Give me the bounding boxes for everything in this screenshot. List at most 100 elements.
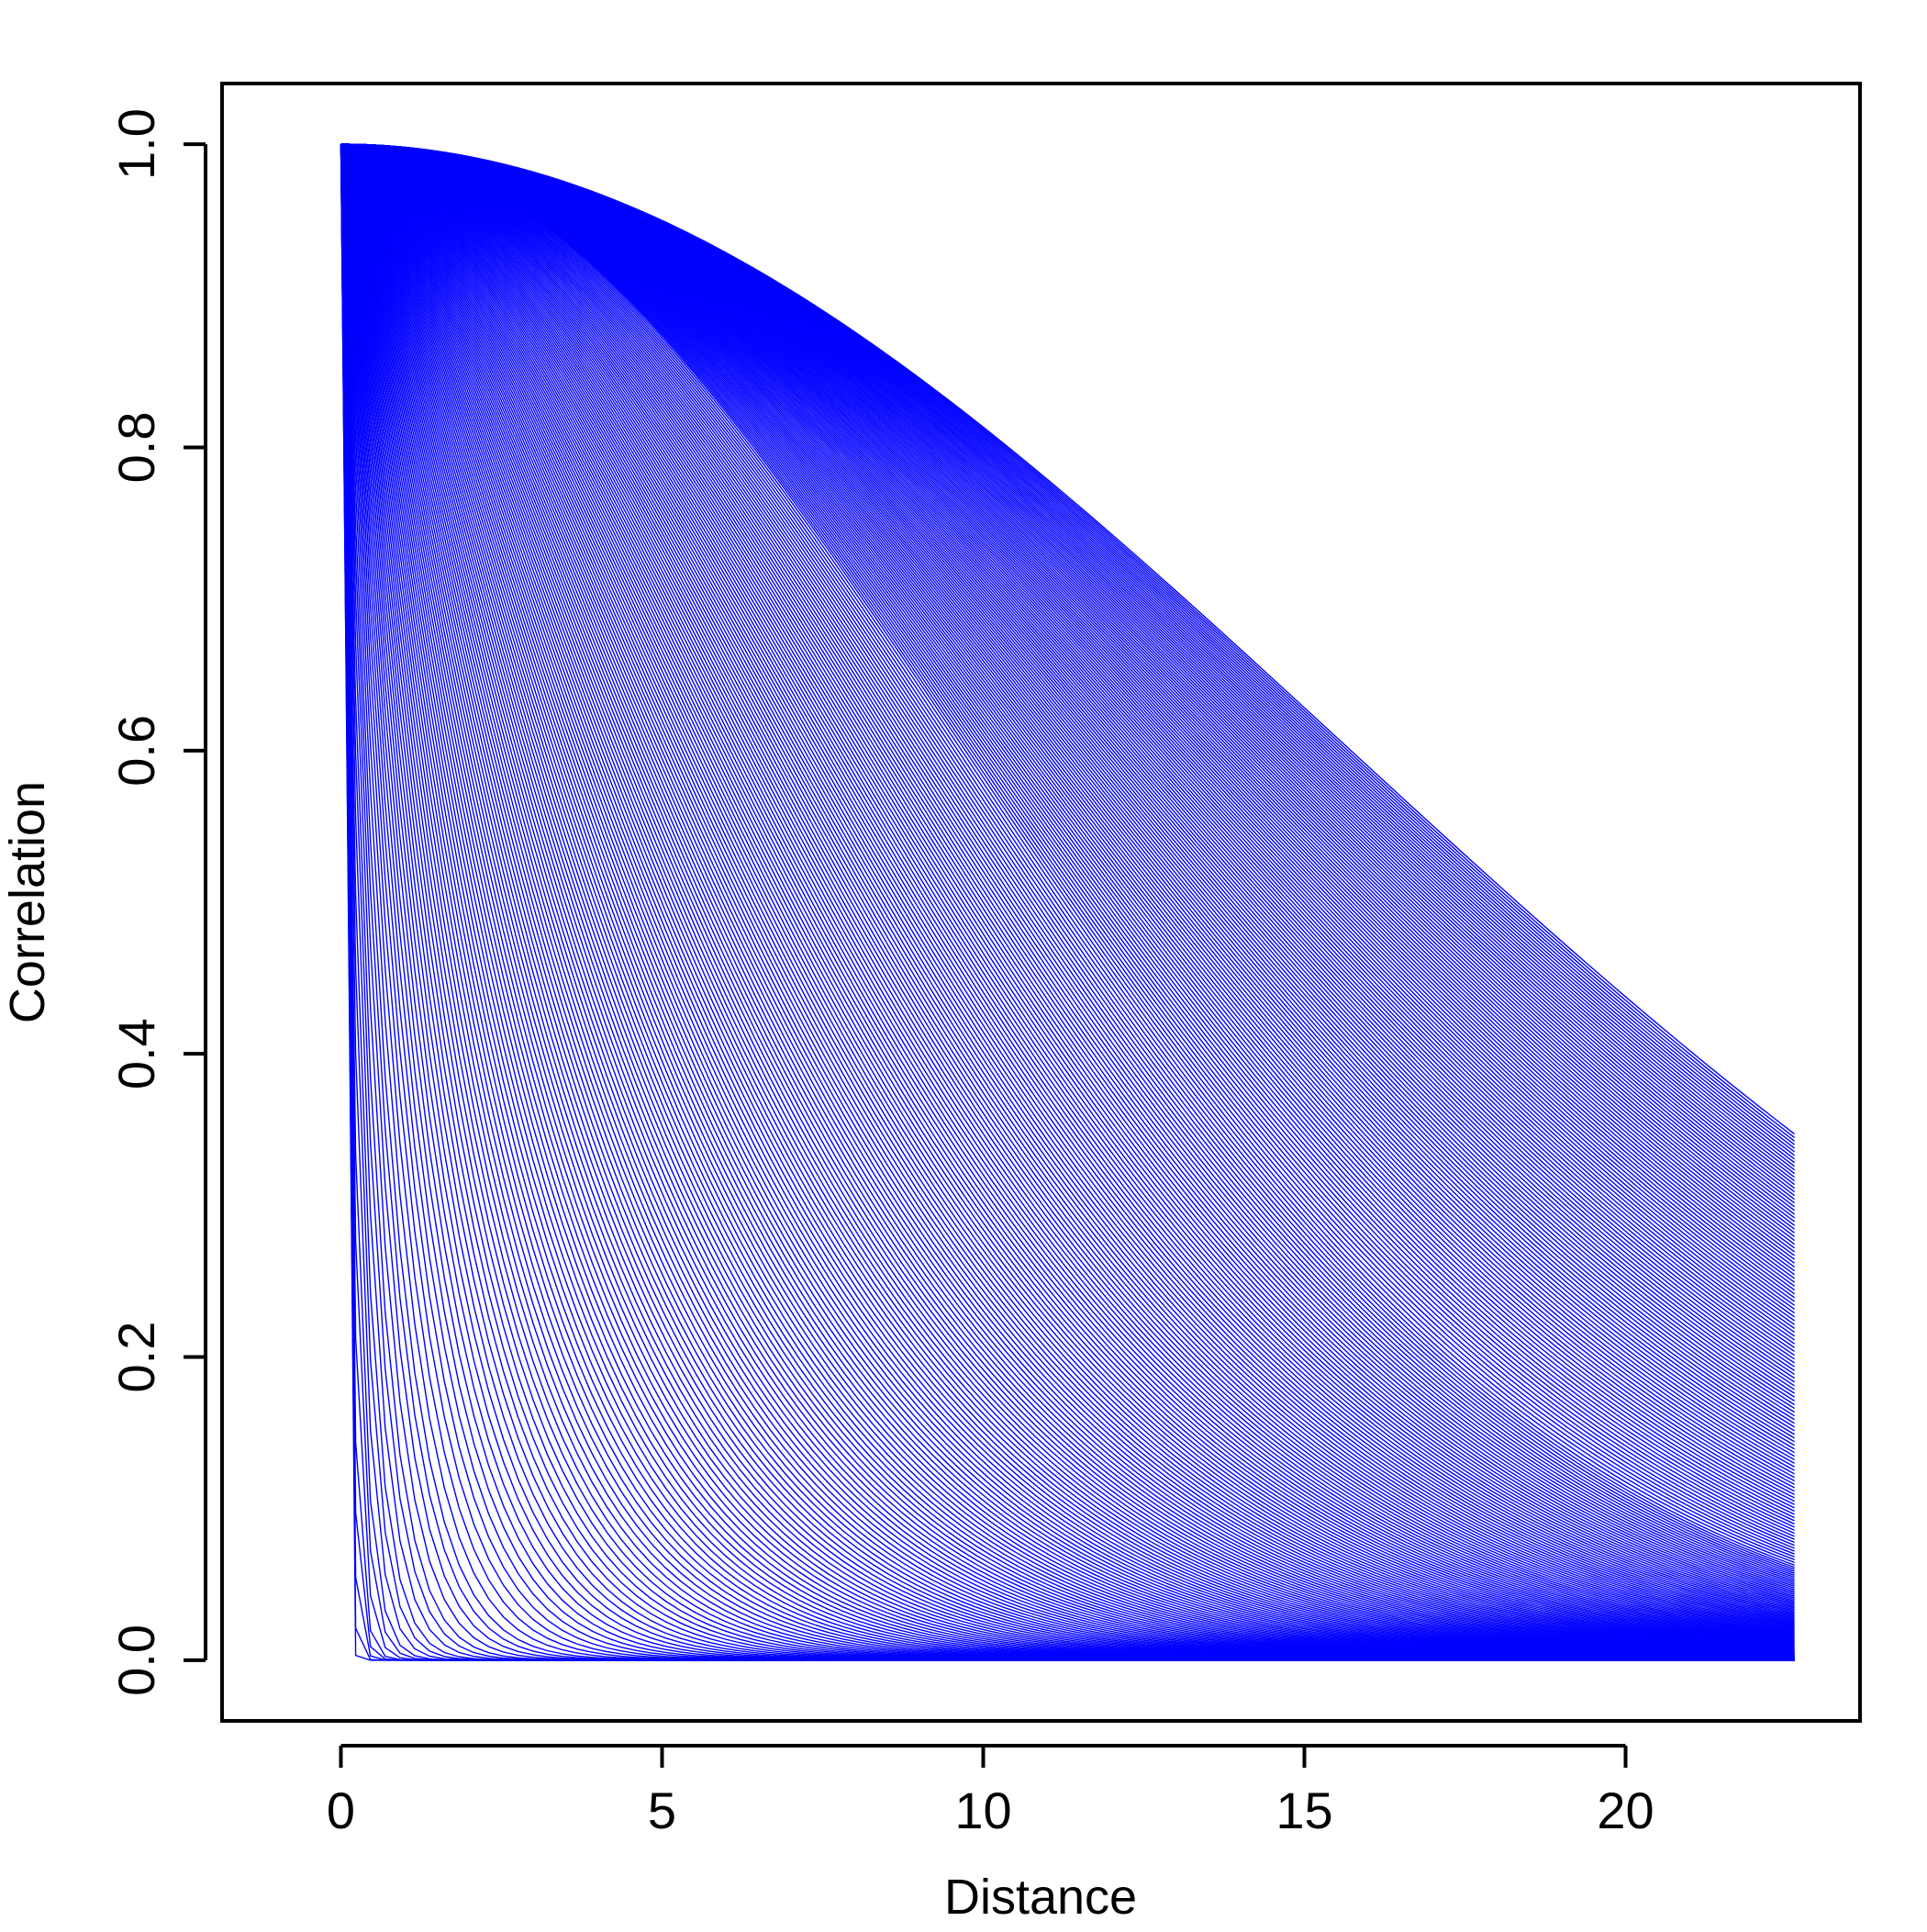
series-line-223 xyxy=(340,143,1795,1502)
series-line-224 xyxy=(340,143,1795,1499)
series-line-227 xyxy=(340,143,1795,1489)
series-line-212 xyxy=(340,143,1795,1537)
series-line-152 xyxy=(340,143,1795,1636)
series-line-142 xyxy=(340,143,1795,1644)
series-line-169 xyxy=(340,143,1795,1619)
series-line-174 xyxy=(340,143,1795,1614)
series-line-150 xyxy=(340,143,1795,1638)
series-line-123 xyxy=(340,143,1795,1653)
series-line-121 xyxy=(340,143,1795,1654)
series-line-211 xyxy=(340,143,1795,1540)
series-line-205 xyxy=(340,143,1795,1558)
x-axis: 0 5 10 15 20 xyxy=(327,1744,1654,1839)
series-line-191 xyxy=(340,143,1795,1587)
series-line-187 xyxy=(340,143,1795,1594)
y-tick-label: 1.0 xyxy=(107,108,165,180)
series-line-181 xyxy=(340,143,1795,1603)
series-line-221 xyxy=(340,143,1795,1509)
series-line-105 xyxy=(340,143,1795,1658)
y-tick-label: 0.8 xyxy=(107,412,165,484)
series-line-126 xyxy=(340,143,1795,1652)
series-line-193 xyxy=(340,143,1795,1584)
y-axis: 0.0 0.2 0.4 0.6 0.8 1.0 xyxy=(107,108,207,1696)
series-line-149 xyxy=(340,143,1795,1639)
series-line-158 xyxy=(340,143,1795,1631)
series-line-118 xyxy=(340,143,1795,1655)
series-line-220 xyxy=(340,143,1795,1513)
series-line-194 xyxy=(340,143,1795,1582)
series-line-175 xyxy=(340,143,1795,1612)
series-line-154 xyxy=(340,143,1795,1635)
series-line-209 xyxy=(340,143,1795,1547)
series-line-168 xyxy=(340,143,1795,1621)
x-tick-label: 10 xyxy=(954,1781,1011,1839)
series-line-119 xyxy=(340,143,1795,1655)
series-line-113 xyxy=(340,143,1795,1657)
series-line-104 xyxy=(340,143,1795,1658)
series-line-153 xyxy=(340,143,1795,1636)
series-line-185 xyxy=(340,143,1795,1597)
series-line-147 xyxy=(340,143,1795,1640)
series-line-186 xyxy=(340,143,1795,1596)
series-line-111 xyxy=(340,143,1795,1657)
series-line-210 xyxy=(340,143,1795,1544)
series-line-141 xyxy=(340,143,1795,1645)
series-line-213 xyxy=(340,143,1795,1535)
series-line-217 xyxy=(340,143,1795,1522)
series-line-122 xyxy=(340,143,1795,1654)
series-line-176 xyxy=(340,143,1795,1611)
series-line-133 xyxy=(340,143,1795,1649)
series-line-130 xyxy=(340,143,1795,1650)
series-line-125 xyxy=(340,143,1795,1653)
series-line-148 xyxy=(340,143,1795,1640)
series-line-202 xyxy=(340,143,1795,1566)
series-line-170 xyxy=(340,143,1795,1618)
series-line-167 xyxy=(340,143,1795,1622)
series-line-201 xyxy=(340,143,1795,1569)
series-line-115 xyxy=(340,143,1795,1656)
series-line-138 xyxy=(340,143,1795,1647)
series-line-151 xyxy=(340,143,1795,1637)
series-line-135 xyxy=(340,143,1795,1648)
series-line-116 xyxy=(340,143,1795,1656)
series-line-208 xyxy=(340,143,1795,1549)
series-line-179 xyxy=(340,143,1795,1606)
series-line-109 xyxy=(340,143,1795,1658)
series-line-137 xyxy=(340,143,1795,1647)
series-line-110 xyxy=(340,143,1795,1658)
series-line-129 xyxy=(340,143,1795,1651)
series-line-136 xyxy=(340,143,1795,1647)
series-line-165 xyxy=(340,143,1795,1624)
series-line-112 xyxy=(340,143,1795,1657)
series-line-171 xyxy=(340,143,1795,1617)
series-line-222 xyxy=(340,143,1795,1505)
series-line-128 xyxy=(340,143,1795,1651)
series-line-200 xyxy=(340,143,1795,1570)
series-line-156 xyxy=(340,143,1795,1633)
series-line-218 xyxy=(340,143,1795,1519)
series-line-199 xyxy=(340,143,1795,1572)
series-line-180 xyxy=(340,143,1795,1605)
series-line-190 xyxy=(340,143,1795,1589)
series-line-177 xyxy=(340,143,1795,1609)
series-line-226 xyxy=(340,143,1795,1492)
series-line-166 xyxy=(340,143,1795,1623)
x-tick-label: 20 xyxy=(1597,1781,1654,1839)
series-line-214 xyxy=(340,143,1795,1531)
series-line-159 xyxy=(340,143,1795,1630)
series-line-139 xyxy=(340,143,1795,1646)
series-line-160 xyxy=(340,143,1795,1629)
series-line-145 xyxy=(340,143,1795,1642)
x-tick-label: 5 xyxy=(648,1781,676,1839)
series-line-161 xyxy=(340,143,1795,1628)
series-line-117 xyxy=(340,143,1795,1656)
series-line-207 xyxy=(340,143,1795,1552)
y-tick-label: 0.6 xyxy=(107,715,165,787)
series-line-131 xyxy=(340,143,1795,1650)
series-line-163 xyxy=(340,143,1795,1626)
series-line-182 xyxy=(340,143,1795,1602)
x-tick-label: 15 xyxy=(1275,1781,1332,1839)
series-line-124 xyxy=(340,143,1795,1653)
